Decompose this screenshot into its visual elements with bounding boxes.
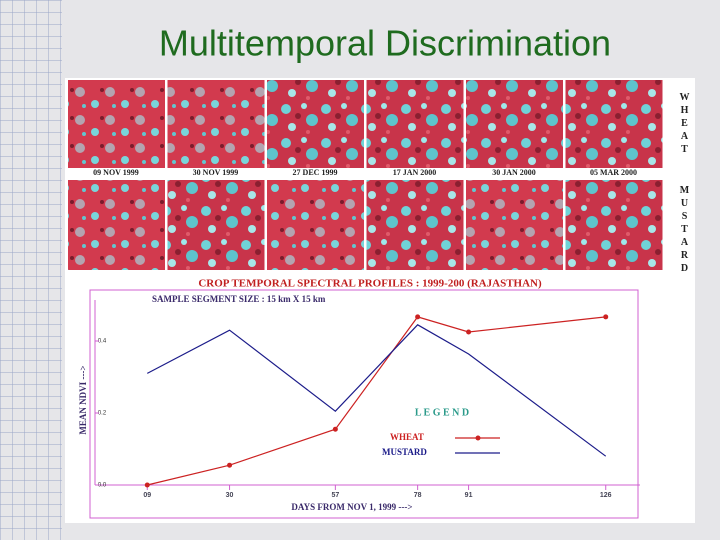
chart-title: CROP TEMPORAL SPECTRAL PROFILES : 1999-2… <box>198 278 542 290</box>
chart-subtitle: SAMPLE SEGMENT SIZE : 15 km X 15 km <box>152 294 326 304</box>
satellite-image <box>565 180 663 270</box>
legend-box <box>372 400 510 462</box>
y-axis-label: MEAN NDVI ---> <box>78 365 88 434</box>
image-date: 05 MAR 2000 <box>590 168 637 177</box>
x-tick-label: 30 <box>226 492 234 499</box>
y-tick-label: 0.2 <box>98 411 107 417</box>
image-date: 30 NOV 1999 <box>193 168 239 177</box>
satellite-image <box>466 180 563 270</box>
binding-grid <box>0 0 62 540</box>
series-line <box>147 316 606 486</box>
image-date: 27 DEC 1999 <box>293 168 338 177</box>
legend-label: WHEAT <box>390 432 424 442</box>
satellite-image <box>565 80 663 168</box>
satellite-image <box>167 180 265 270</box>
series-marker <box>332 426 338 432</box>
legend-marker <box>475 435 481 441</box>
row-label: MUSTARD <box>679 185 690 276</box>
y-tick-label: 0.0 <box>98 483 107 489</box>
satellite-image <box>68 80 165 168</box>
x-tick-label: 09 <box>143 492 151 499</box>
image-date: 09 NOV 1999 <box>93 168 139 177</box>
chart-frame <box>89 289 639 519</box>
image-date: 30 JAN 2000 <box>492 168 536 177</box>
series-marker <box>603 314 609 320</box>
y-tick-label: 0.4 <box>98 339 107 345</box>
series-marker <box>227 462 233 468</box>
x-tick-label: 91 <box>465 492 473 499</box>
satellite-image <box>366 80 464 168</box>
image-date: 17 JAN 2000 <box>393 168 437 177</box>
legend-title: L E G E N D <box>415 407 469 418</box>
x-tick-label: 126 <box>600 492 612 499</box>
satellite-image <box>167 80 265 168</box>
satellite-image <box>68 180 165 270</box>
series-line <box>146 324 607 457</box>
series-marker <box>415 314 421 320</box>
chart: CROP TEMPORAL SPECTRAL PROFILES : 1999-2… <box>78 278 640 512</box>
row-label: WHEAT <box>679 92 690 157</box>
satellite-image <box>466 80 563 168</box>
satellite-image <box>267 80 364 168</box>
x-axis-label: DAYS FROM NOV 1, 1999 ---> <box>291 502 412 512</box>
legend-label: MUSTARD <box>382 447 427 457</box>
image-grid: 09 NOV 1999 30 NOV 1999 27 DEC 1999 17 JAN … <box>68 80 663 270</box>
satellite-image <box>366 180 464 270</box>
series-marker <box>144 482 150 488</box>
slide-title: Multitemporal Discrimination <box>159 23 611 64</box>
x-tick-label: 57 <box>331 492 339 499</box>
x-tick-label: 78 <box>414 492 422 499</box>
series-marker <box>466 329 472 335</box>
satellite-image <box>267 180 364 270</box>
